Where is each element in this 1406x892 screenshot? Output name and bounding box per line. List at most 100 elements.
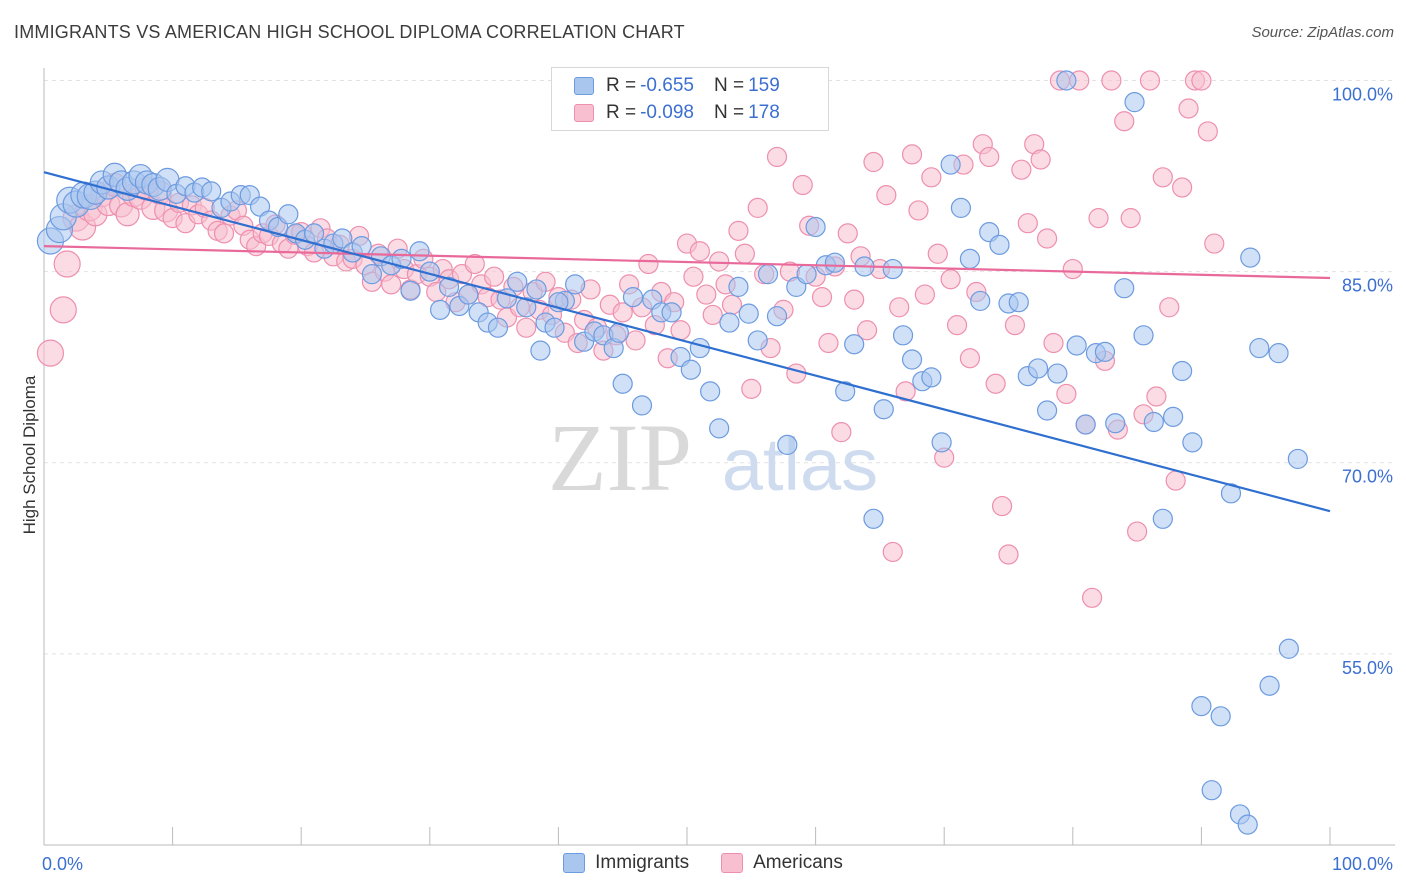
americans-point <box>895 381 916 402</box>
immigrants-point <box>1191 696 1212 717</box>
immigrants-point <box>1124 92 1145 113</box>
immigrants-point <box>1152 508 1173 529</box>
watermark: ZIP atlas <box>548 404 878 511</box>
immigrants-point <box>544 317 565 338</box>
grid-lines <box>44 79 1395 655</box>
immigrants-point <box>1008 292 1029 313</box>
immigrants-point <box>1182 432 1203 453</box>
bottom-legend: Immigrants Americans <box>0 852 1406 874</box>
watermark-zip: ZIP <box>548 404 692 511</box>
americans-point <box>837 223 858 244</box>
americans-point <box>1139 70 1161 91</box>
immigrants-point <box>940 154 961 175</box>
immigrants-point <box>438 276 460 298</box>
americans-point <box>484 266 505 287</box>
americans-point <box>985 373 1006 394</box>
legend-box: R = -0.655 N = 159 R = -0.098 N = 178 <box>551 67 829 131</box>
americans-point <box>786 363 807 384</box>
immigrants-point <box>728 276 749 298</box>
americans-point <box>1120 207 1141 229</box>
immigrants-point <box>844 334 865 355</box>
americans-point <box>1172 177 1193 198</box>
immigrants-point <box>661 302 682 323</box>
americans-point <box>1165 470 1186 491</box>
immigrants-point <box>530 340 551 361</box>
americans-point <box>696 284 717 305</box>
legend-swatch-immigrants <box>574 77 594 95</box>
americans-point <box>818 332 839 354</box>
americans-point <box>766 146 788 168</box>
immigrants-trend-line <box>43 171 1331 513</box>
americans-point <box>811 286 833 308</box>
immigrants-point <box>796 264 817 285</box>
legend-row-americans: R = -0.098 N = 178 <box>574 101 780 125</box>
immigrants-point <box>1105 413 1126 434</box>
americans-point <box>741 378 762 399</box>
immigrants-point <box>1210 706 1231 727</box>
americans-point <box>889 297 910 318</box>
americans-point <box>1004 315 1026 336</box>
immigrants-point <box>700 381 721 402</box>
americans-point <box>914 284 936 305</box>
americans-point <box>844 289 865 310</box>
legend-swatch-americans <box>574 104 594 122</box>
americans-point <box>940 269 961 290</box>
immigrants-point <box>565 274 586 295</box>
americans-point <box>1114 111 1135 132</box>
bottom-legend-swatch-immigrants <box>563 853 586 873</box>
americans-point <box>927 243 948 264</box>
immigrants-point <box>1075 414 1096 435</box>
immigrants-point <box>1163 406 1184 427</box>
y-tick-label: 70.0% <box>1342 467 1393 487</box>
immigrants-point <box>766 306 788 327</box>
chart-title: IMMIGRANTS VS AMERICAN HIGH SCHOOL DIPLO… <box>14 22 685 42</box>
immigrants-point <box>332 228 353 249</box>
bottom-legend-americans: Americans <box>721 852 843 874</box>
americans-point <box>1197 121 1218 142</box>
immigrants-point <box>1201 780 1222 801</box>
immigrants-point <box>622 286 644 308</box>
americans-point <box>1030 149 1051 170</box>
immigrants-point <box>201 181 222 202</box>
immigrants-point <box>1268 343 1289 364</box>
legend-r-label: R = <box>606 75 637 96</box>
immigrants-point <box>631 395 653 416</box>
immigrants-point <box>757 264 779 285</box>
americans-point <box>1088 207 1109 229</box>
x-tick-label-max: 100.0% <box>1332 854 1393 874</box>
americans-point <box>991 495 1013 517</box>
trend-lines <box>43 171 1331 513</box>
americans-point <box>36 339 65 367</box>
americans-point <box>946 315 968 336</box>
americans-point <box>901 144 923 165</box>
americans-point <box>516 317 537 338</box>
americans-point <box>1011 159 1032 180</box>
legend-r-value: -0.098 <box>640 102 694 123</box>
americans-point <box>638 253 659 275</box>
americans-point <box>908 200 929 221</box>
americans-point <box>876 185 897 206</box>
americans-point <box>1204 233 1225 254</box>
immigrants-point <box>1237 814 1258 835</box>
americans-point <box>959 348 981 369</box>
americans-point <box>1062 258 1083 280</box>
immigrants-point <box>400 280 421 301</box>
americans-point <box>734 243 755 264</box>
immigrants-point <box>1047 363 1068 384</box>
americans-point <box>1043 332 1064 354</box>
immigrants-point <box>970 290 991 312</box>
immigrants-point <box>931 432 952 453</box>
americans-point <box>702 304 723 326</box>
americans-point <box>1178 98 1199 119</box>
americans-point <box>728 220 749 241</box>
immigrants-point <box>361 264 383 285</box>
immigrants-point <box>950 197 972 219</box>
immigrants-point <box>507 271 528 292</box>
americans-point <box>1036 228 1058 249</box>
immigrants-point <box>777 434 798 456</box>
y-tick-label: 85.0% <box>1342 276 1393 296</box>
americans-point <box>921 167 942 188</box>
legend-r-value: -0.655 <box>640 75 694 96</box>
immigrants-point <box>1056 70 1077 91</box>
americans-point <box>670 320 691 341</box>
